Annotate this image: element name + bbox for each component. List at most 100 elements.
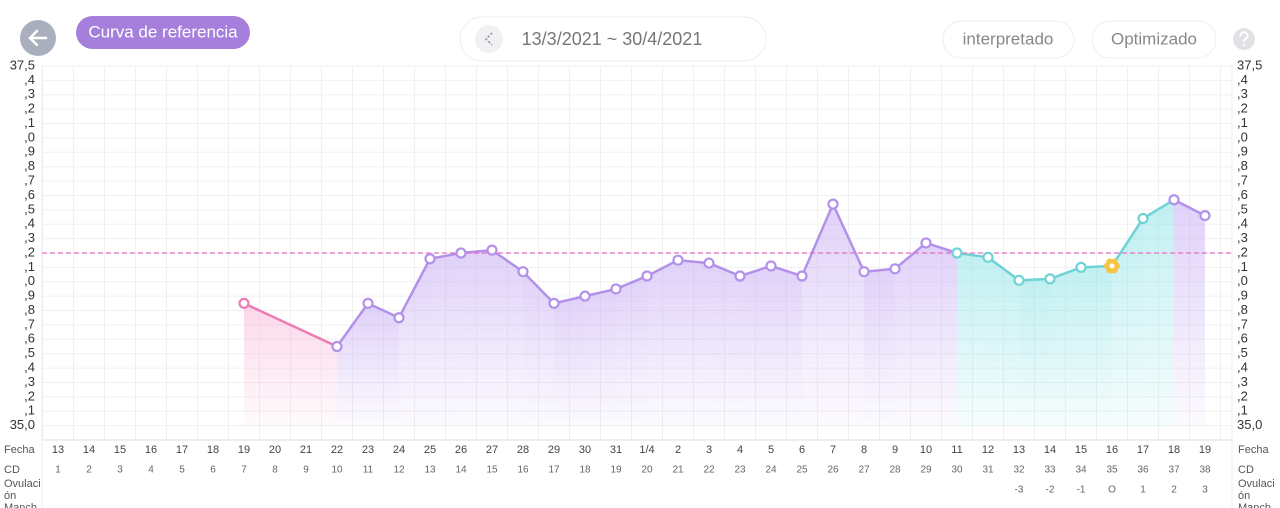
optimized-button[interactable] [1091, 20, 1217, 59]
y-tick-label: 37,5 [10, 57, 35, 72]
area [554, 296, 585, 426]
line-segment [646, 259, 679, 278]
y2-tick-label: ,3 [1237, 230, 1248, 245]
y2-tick-label: ,5 [1237, 345, 1248, 360]
date-label: 27 [486, 444, 498, 456]
line-segment [1142, 198, 1175, 220]
date-icon [484, 32, 493, 46]
date-label: 25 [424, 444, 436, 456]
y2-tick-label: ,2 [1237, 101, 1248, 116]
header: Curva de referencia 13/3/2021 ~ 30/4/202… [20, 16, 1255, 62]
date-icon-bg [475, 25, 503, 53]
y-tick-label: ,2 [24, 388, 35, 403]
area [833, 204, 864, 426]
y2-tick-label: ,0 [1237, 129, 1248, 144]
cd-label: 32 [1013, 465, 1025, 476]
area [492, 250, 523, 426]
reference-button[interactable] [76, 16, 250, 49]
date-label: 15 [1075, 444, 1087, 456]
area [740, 265, 771, 426]
point [238, 297, 250, 309]
interpreted-button[interactable] [942, 20, 1075, 59]
date-label: 3 [706, 444, 712, 456]
y-tick-label: ,4 [24, 216, 35, 231]
y-tick-label: ,8 [24, 302, 35, 317]
point [951, 247, 963, 259]
cd-label: 9 [303, 465, 309, 476]
cd-label: 7 [241, 465, 247, 476]
cd-label: 28 [889, 465, 901, 476]
interpreted-label: interpretado [963, 29, 1054, 48]
cd-label: 2 [86, 465, 92, 476]
cd-label: 13 [424, 465, 436, 476]
line-segment [397, 258, 432, 319]
date-label: 22 [331, 444, 343, 456]
date-label: 17 [176, 444, 188, 456]
cd-label: 22 [703, 465, 715, 476]
cd-label: 19 [610, 465, 622, 476]
y2-tick-label: ,4 [1237, 360, 1248, 375]
y-tick-label: ,2 [24, 101, 35, 116]
line-segment [800, 203, 835, 277]
date-label: 13 [1013, 444, 1025, 456]
date-label: 2 [675, 444, 681, 456]
cd-label: 38 [1199, 465, 1211, 476]
ovulation-label: 1 [1140, 485, 1146, 496]
y-tick-label: ,1 [24, 259, 35, 274]
row-label: CD [4, 464, 20, 476]
cd-label: 30 [951, 465, 963, 476]
date-label: 9 [892, 444, 898, 456]
y-tick-label: ,1 [24, 115, 35, 130]
point [610, 283, 622, 295]
point [1168, 194, 1180, 206]
line-segment [243, 302, 338, 348]
point [1013, 274, 1025, 286]
line-segment [1110, 217, 1145, 267]
point [362, 297, 374, 309]
y-tick-label: ,7 [24, 316, 35, 331]
y-tick-label: ,5 [24, 201, 35, 216]
date-label: 16 [1106, 444, 1118, 456]
y2-tick-label: ,3 [1237, 86, 1248, 101]
date-label: 18 [1168, 444, 1180, 456]
cd-label: 34 [1075, 465, 1087, 476]
y2-tick-label: ,2 [1237, 244, 1248, 259]
date-label: 10 [920, 444, 932, 456]
area [771, 265, 802, 426]
ovulation-label: O [1108, 485, 1116, 496]
y-tick-label: ,8 [24, 158, 35, 173]
cd-label: 5 [179, 465, 185, 476]
y2-tick-label: ,9 [1237, 288, 1248, 303]
point [734, 270, 746, 282]
ovulation-label: -3 [1015, 485, 1024, 496]
y-tick-label: ,6 [24, 331, 35, 346]
center [1109, 263, 1115, 269]
areas [244, 199, 1205, 426]
y2-tick-label: ,9 [1237, 144, 1248, 159]
area [1174, 199, 1205, 426]
area [647, 260, 678, 426]
y-tick-label: ,0 [24, 273, 35, 288]
cd-label: 26 [827, 465, 839, 476]
cd-label: 10 [331, 465, 343, 476]
ovulation-label: 3 [1202, 485, 1208, 496]
date-label: 13 [52, 444, 64, 456]
point [486, 244, 498, 256]
ovulation-label: 2 [1171, 485, 1177, 496]
optimized-label: Optimizado [1111, 29, 1197, 48]
date-pill[interactable] [459, 16, 767, 62]
area [1143, 199, 1174, 426]
line-segment [491, 249, 524, 273]
line-segment [1173, 198, 1206, 217]
cd-label: 12 [393, 465, 405, 476]
point [672, 254, 684, 266]
date-label: 26 [455, 444, 467, 456]
y2-tick-label: ,7 [1237, 173, 1248, 188]
point [393, 312, 405, 324]
cd-label: 35 [1106, 465, 1118, 476]
date-label: 4 [737, 444, 743, 456]
y-tick-label: ,7 [24, 173, 35, 188]
date-label: 7 [830, 444, 836, 456]
